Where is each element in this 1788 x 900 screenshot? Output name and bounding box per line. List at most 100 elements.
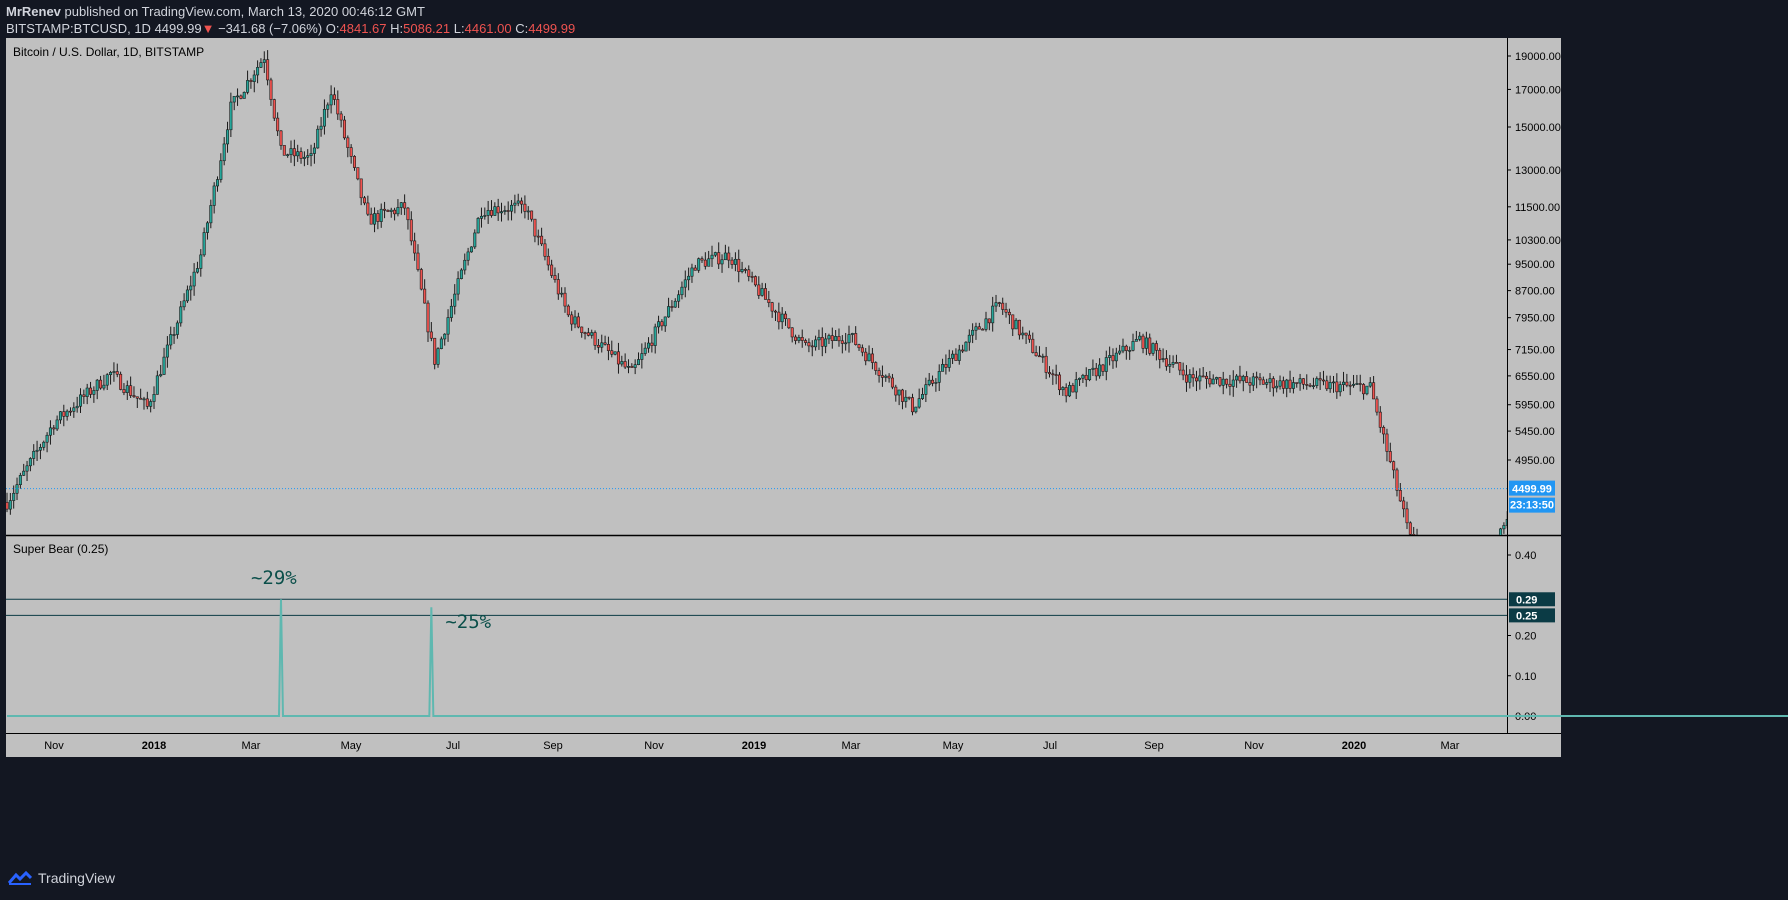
candle-body	[1656, 551, 1658, 554]
candle-body	[847, 334, 851, 344]
candle-body	[1047, 372, 1051, 375]
candle-body	[653, 326, 657, 346]
candle	[777, 302, 781, 330]
candle	[1198, 368, 1202, 390]
candle-body	[626, 366, 630, 368]
candle	[630, 363, 634, 368]
candle-body	[937, 371, 941, 383]
candle	[336, 90, 340, 120]
candle	[1318, 372, 1322, 390]
candle	[389, 207, 393, 218]
candle	[1616, 548, 1618, 563]
candle-body	[650, 342, 654, 346]
candle	[1630, 552, 1632, 562]
candle	[580, 326, 584, 338]
candle-body	[586, 332, 590, 336]
candle-body	[640, 353, 644, 360]
footer-brand[interactable]: TradingView	[38, 870, 116, 886]
candle	[947, 349, 951, 372]
candle	[626, 359, 630, 374]
candle	[1753, 520, 1755, 538]
candle	[657, 315, 661, 334]
candle-body	[489, 210, 493, 216]
candle	[560, 287, 564, 298]
candle	[1780, 516, 1782, 539]
candle-body	[119, 373, 123, 390]
candle-body	[142, 398, 146, 401]
candle-body	[189, 285, 193, 291]
candle	[934, 378, 938, 392]
candle	[22, 463, 26, 476]
author-name[interactable]: MrRenev	[6, 4, 61, 19]
candle	[1188, 369, 1192, 389]
indicator-tick-label: 0.40	[1515, 550, 1536, 562]
candle-body	[306, 155, 310, 158]
candle	[1078, 377, 1082, 387]
candle-body	[1352, 383, 1356, 386]
candle	[1315, 376, 1319, 389]
candle	[1378, 406, 1382, 433]
candle	[1088, 369, 1092, 382]
candle-body	[1024, 332, 1028, 336]
candle-body	[175, 322, 179, 335]
candle	[1603, 553, 1605, 568]
candle-body	[1215, 377, 1219, 380]
candle	[563, 287, 567, 313]
candle	[175, 320, 179, 339]
candle	[526, 206, 530, 220]
candle	[1408, 521, 1412, 535]
candle	[1382, 425, 1386, 444]
candle	[1372, 376, 1376, 400]
candle	[1245, 371, 1249, 383]
candle	[1703, 540, 1705, 554]
candle-body	[894, 386, 898, 396]
candle-body	[1164, 358, 1168, 367]
candle	[142, 396, 146, 410]
candle-body	[917, 398, 921, 408]
candle	[1154, 340, 1158, 361]
candle	[727, 246, 731, 269]
candle-body	[122, 389, 126, 393]
candle-body	[262, 59, 266, 63]
candle-body	[413, 240, 417, 254]
candle	[139, 388, 143, 400]
candle	[1783, 525, 1785, 537]
candle-body	[647, 342, 651, 349]
candle	[222, 137, 226, 166]
candle	[145, 391, 149, 410]
candle-body	[947, 358, 951, 368]
candle	[1777, 517, 1779, 541]
candle-body	[1566, 549, 1568, 553]
candle	[677, 290, 681, 308]
candle-body	[1335, 381, 1339, 393]
candle-body	[1184, 374, 1188, 383]
candle	[1248, 377, 1252, 394]
candle-body	[1700, 542, 1702, 549]
candle	[710, 245, 714, 267]
candle	[312, 142, 316, 164]
candle	[226, 121, 230, 153]
candle-body	[1613, 550, 1615, 560]
candle	[1094, 363, 1098, 381]
candle-body	[850, 333, 854, 335]
candle	[707, 250, 711, 267]
candle	[155, 370, 159, 395]
candle-body	[312, 147, 316, 154]
candle	[1311, 377, 1315, 390]
candle-body	[880, 375, 884, 378]
candle-body	[1753, 529, 1755, 535]
candle-body	[1211, 378, 1215, 385]
candle	[289, 140, 293, 163]
candle-body	[563, 292, 567, 307]
candle-body	[1362, 384, 1366, 395]
candle-body	[236, 95, 240, 98]
candle	[446, 309, 450, 342]
candle-body	[904, 396, 908, 402]
candle	[252, 70, 256, 93]
candle-body	[1168, 364, 1172, 367]
candle	[1773, 525, 1775, 543]
candle-body	[1676, 546, 1678, 558]
candle	[610, 340, 614, 358]
candle	[82, 389, 86, 404]
